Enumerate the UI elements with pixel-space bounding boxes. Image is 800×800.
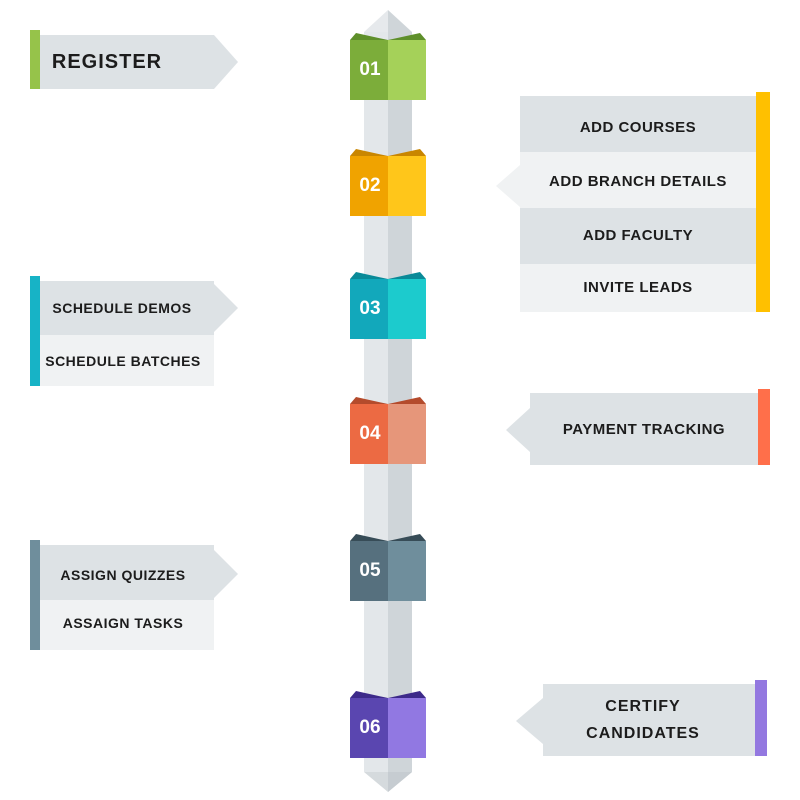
step-5-number: 05 (359, 560, 381, 581)
step-2-pointer (496, 165, 520, 207)
step-1-number: 01 (359, 59, 381, 80)
step-6-item-1: CERTIFY CANDIDATES (586, 698, 700, 742)
step-5-panel (30, 540, 238, 650)
step-2-item-2: ADD BRANCH DETAILS (549, 172, 727, 190)
step-6-panel (516, 680, 767, 756)
step-3-item-2: SCHEDULE BATCHES (45, 352, 201, 369)
step-1-pointer (214, 35, 238, 89)
step-5-accent-bar (30, 540, 40, 650)
step-6-block (350, 691, 426, 758)
step-3-pointer (214, 284, 238, 332)
step-2-item-4: INVITE LEADS (583, 278, 693, 296)
step-5-item-1: ASSIGN QUIZZES (60, 567, 186, 583)
step-4-panel (506, 389, 770, 465)
step-1-accent-bar (30, 30, 40, 89)
step-6-pointer (516, 698, 543, 744)
step-2-block (350, 149, 426, 216)
step-4-pointer (506, 408, 530, 452)
step-3-item-1: SCHEDULE DEMOS (52, 300, 192, 316)
step-2-number: 02 (359, 175, 381, 196)
step-4-accent-bar (758, 389, 770, 465)
step-1-item-1: REGISTER (51, 50, 163, 73)
step-1-block (350, 33, 426, 100)
step-3-accent-bar (30, 276, 40, 386)
step-2-item-3: ADD FACULTY (582, 226, 694, 244)
step-3-number: 03 (359, 298, 381, 319)
step-5-pointer (214, 550, 238, 598)
step-2-item-1: ADD COURSES (579, 118, 697, 136)
step-6-accent-bar (755, 680, 767, 756)
step-4-block (350, 397, 426, 464)
step-4-item-1: PAYMENT TRACKING (562, 420, 726, 438)
step-5-item-2: ASSAIGN TASKS (62, 615, 184, 631)
step-3-block (350, 272, 426, 339)
step-6-number: 06 (359, 717, 381, 738)
step-3-panel (30, 276, 238, 386)
step-4-number: 04 (359, 423, 381, 444)
step-2-panel (496, 92, 770, 312)
step-5-block (350, 534, 426, 601)
step-2-accent-bar (756, 92, 770, 312)
step-1-panel (30, 30, 238, 89)
